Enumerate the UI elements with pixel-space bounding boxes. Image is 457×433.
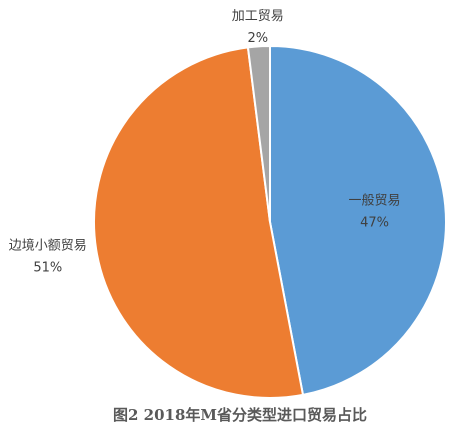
slice-label: 加工贸易 [232, 9, 284, 24]
pie-slice [269, 44, 447, 397]
chart-title: 图2 2018年M省分类型进口贸易占比 [113, 406, 367, 424]
slice-label: 边境小额贸易 [9, 239, 87, 254]
pie-slice [246, 44, 271, 223]
slice-label: 一般贸易 [349, 193, 401, 209]
value-label: 51% [33, 261, 62, 276]
pie-slice [93, 46, 305, 399]
value-label: 2% [247, 31, 268, 46]
value-label: 47% [360, 216, 389, 231]
